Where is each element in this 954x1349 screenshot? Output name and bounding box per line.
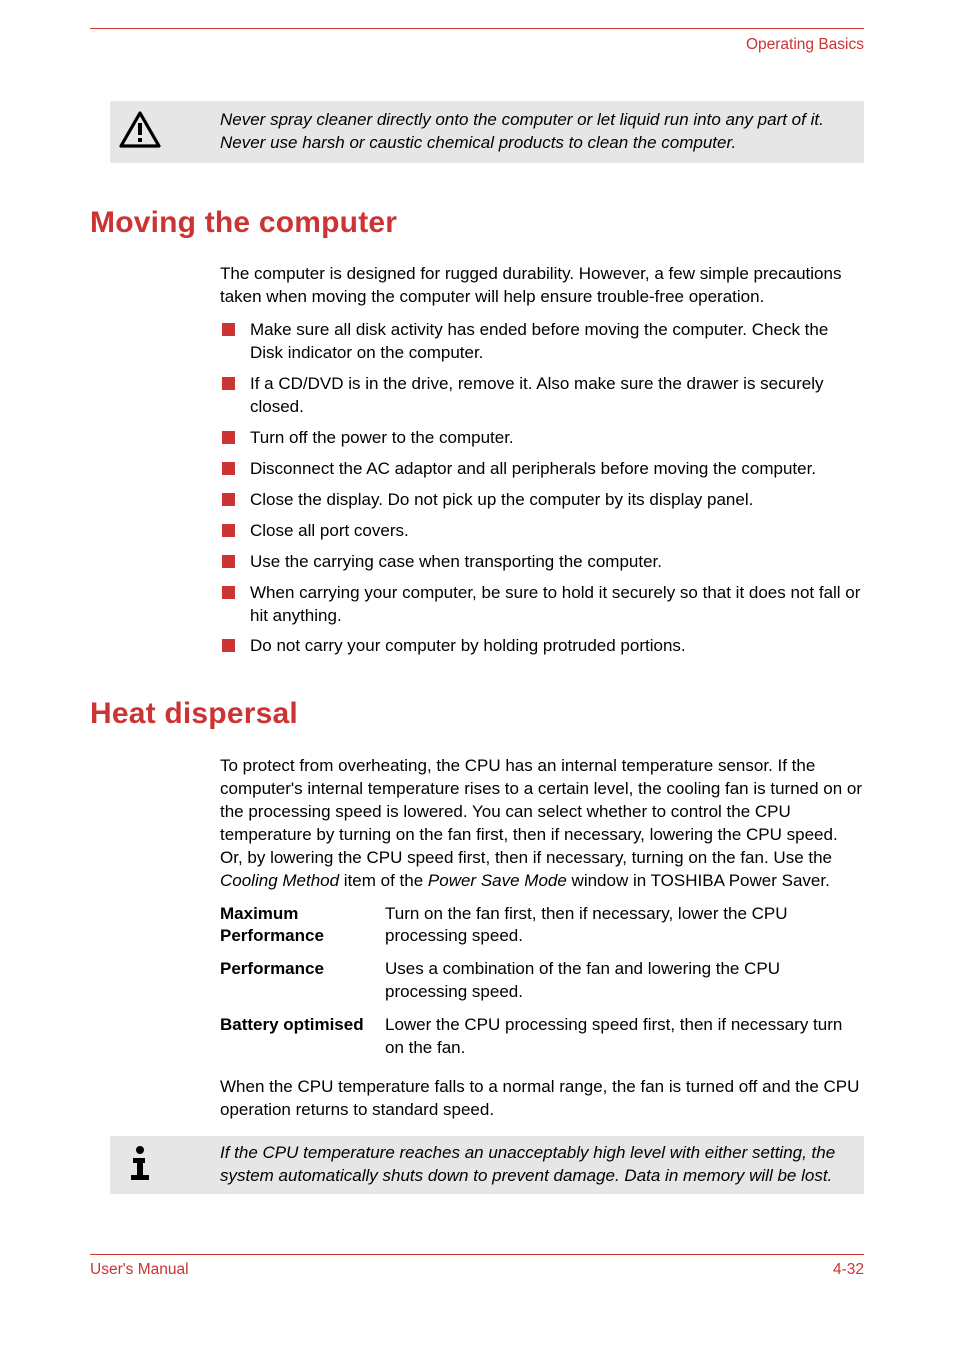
def-term: Performance <box>220 958 385 1004</box>
section2-body: To protect from overheating, the CPU has… <box>220 755 864 1122</box>
header-rule <box>90 28 864 29</box>
list-item: If a CD/DVD is in the drive, remove it. … <box>220 373 864 419</box>
intro-part: window in TOSHIBA Power Saver. <box>567 871 830 890</box>
footer-right: 4-32 <box>833 1260 864 1281</box>
intro-part: item of the <box>339 871 428 890</box>
section2-outro: When the CPU temperature falls to a norm… <box>220 1076 864 1122</box>
definitions: Maximum Performance Turn on the fan firs… <box>220 903 864 1061</box>
def-row: Maximum Performance Turn on the fan firs… <box>220 903 864 949</box>
list-item: Use the carrying case when transporting … <box>220 551 864 574</box>
def-desc: Turn on the fan first, then if necessary… <box>385 903 864 949</box>
warning-callout: Never spray cleaner directly onto the co… <box>110 101 864 163</box>
def-desc: Lower the CPU processing speed first, th… <box>385 1014 864 1060</box>
heading-moving-computer: Moving the computer <box>90 203 864 244</box>
warning-icon <box>110 109 170 149</box>
intro-italic: Cooling Method <box>220 871 339 890</box>
section1-body: The computer is designed for rugged dura… <box>220 263 864 658</box>
warning-text: Never spray cleaner directly onto the co… <box>170 109 852 155</box>
intro-part: To protect from overheating, the CPU has… <box>220 756 862 867</box>
def-row: Battery optimised Lower the CPU processi… <box>220 1014 864 1060</box>
list-item: Close the display. Do not pick up the co… <box>220 489 864 512</box>
heading-heat-dispersal: Heat dispersal <box>90 694 864 735</box>
info-icon <box>110 1142 170 1182</box>
page-footer: User's Manual 4-32 <box>90 1254 864 1281</box>
def-term: Maximum Performance <box>220 903 385 949</box>
section2-intro: To protect from overheating, the CPU has… <box>220 755 864 893</box>
list-item: Turn off the power to the computer. <box>220 427 864 450</box>
note-text: If the CPU temperature reaches an unacce… <box>170 1142 852 1188</box>
list-item: Disconnect the AC adaptor and all periph… <box>220 458 864 481</box>
list-item: Close all port covers. <box>220 520 864 543</box>
def-row: Performance Uses a combination of the fa… <box>220 958 864 1004</box>
list-item: Make sure all disk activity has ended be… <box>220 319 864 365</box>
def-desc: Uses a combination of the fan and loweri… <box>385 958 864 1004</box>
footer-left: User's Manual <box>90 1260 189 1281</box>
section1-list: Make sure all disk activity has ended be… <box>220 319 864 658</box>
list-item: Do not carry your computer by holding pr… <box>220 635 864 658</box>
list-item: When carrying your computer, be sure to … <box>220 582 864 628</box>
note-callout: If the CPU temperature reaches an unacce… <box>110 1136 864 1194</box>
intro-italic: Power Save Mode <box>428 871 567 890</box>
section1-intro: The computer is designed for rugged dura… <box>220 263 864 309</box>
def-term: Battery optimised <box>220 1014 385 1060</box>
header-section-label: Operating Basics <box>90 35 864 56</box>
